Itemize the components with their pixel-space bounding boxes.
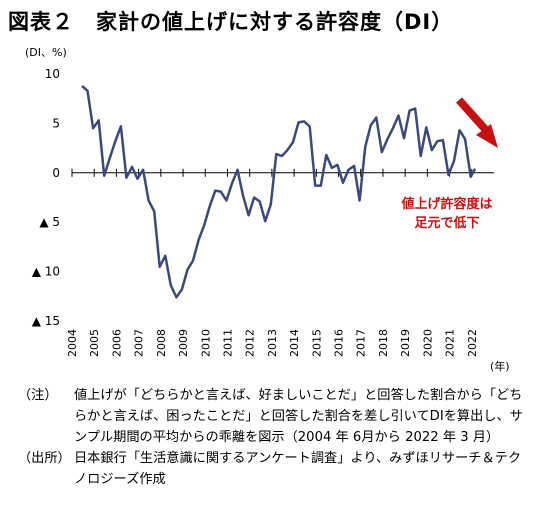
x-tick-label: 2021 <box>444 329 457 357</box>
x-tick-label: 2012 <box>244 329 257 357</box>
x-tick-label: 2011 <box>221 329 234 357</box>
annotation-line-2: 足元で低下 <box>414 215 479 231</box>
red-arrow-icon <box>456 97 498 148</box>
x-tick-label: 2005 <box>88 329 101 357</box>
x-tick-label: 2014 <box>288 329 301 357</box>
y-tick-label: 10 <box>45 67 60 81</box>
x-tick-label: 2008 <box>155 329 168 357</box>
x-tick-label: 2007 <box>133 329 146 357</box>
y-unit-label: (DI、%) <box>25 46 67 59</box>
note-label: （注） <box>18 388 58 403</box>
annotation-line-1: 値上げ許容度は <box>400 196 492 212</box>
x-tick-label: 2016 <box>333 329 346 357</box>
y-tick-label: ▲ 10 <box>32 265 60 279</box>
x-tick-label: 2013 <box>266 329 279 357</box>
y-tick-label: 5 <box>52 116 60 130</box>
y-axis-ticks: 10 5 0 ▲ 5 ▲ 10 ▲ 15 <box>32 67 60 328</box>
notes: （注） 値上げが「どちらかと言えば、好ましいことだ」と回答した割合から「どちらか… <box>18 385 528 490</box>
chart-title: 図表２ 家計の値上げに対する許容度（DI） <box>8 10 454 34</box>
x-axis-ticks: 2004 2005 2006 2007 2008 2009 2010 2011 2012 2013… <box>66 168 479 357</box>
y-tick-label: ▲ 5 <box>39 215 60 229</box>
x-tick-label: 2022 <box>466 329 479 357</box>
x-unit-label: (年) <box>490 359 510 373</box>
x-tick-label: 2006 <box>110 329 123 357</box>
y-tick-label: ▲ 15 <box>32 314 60 328</box>
note-text: 値上げが「どちらかと言えば、好ましいことだ」と回答した割合から「どちらかと言えば… <box>74 388 523 445</box>
x-tick-label: 2015 <box>310 329 323 357</box>
note-row: （注） 値上げが「どちらかと言えば、好ましいことだ」と回答した割合から「どちらか… <box>18 385 528 448</box>
x-tick-label: 2004 <box>66 329 79 357</box>
source-label: （出所） <box>18 451 71 466</box>
source-text: 日本銀行「生活意識に関するアンケート調査」より、みずほリサーチ＆テクノロジーズ作… <box>74 451 522 487</box>
y-tick-label: 0 <box>52 166 60 180</box>
x-tick-label: 2009 <box>177 329 190 357</box>
source-row: （出所） 日本銀行「生活意識に関するアンケート調査」より、みずほリサーチ＆テクノ… <box>18 448 528 490</box>
x-tick-label: 2019 <box>399 329 412 357</box>
series-line <box>81 84 477 299</box>
x-tick-label: 2018 <box>377 329 390 357</box>
x-tick-label: 2010 <box>199 329 212 357</box>
x-tick-label: 2020 <box>421 329 434 357</box>
x-tick-label: 2017 <box>355 329 368 357</box>
